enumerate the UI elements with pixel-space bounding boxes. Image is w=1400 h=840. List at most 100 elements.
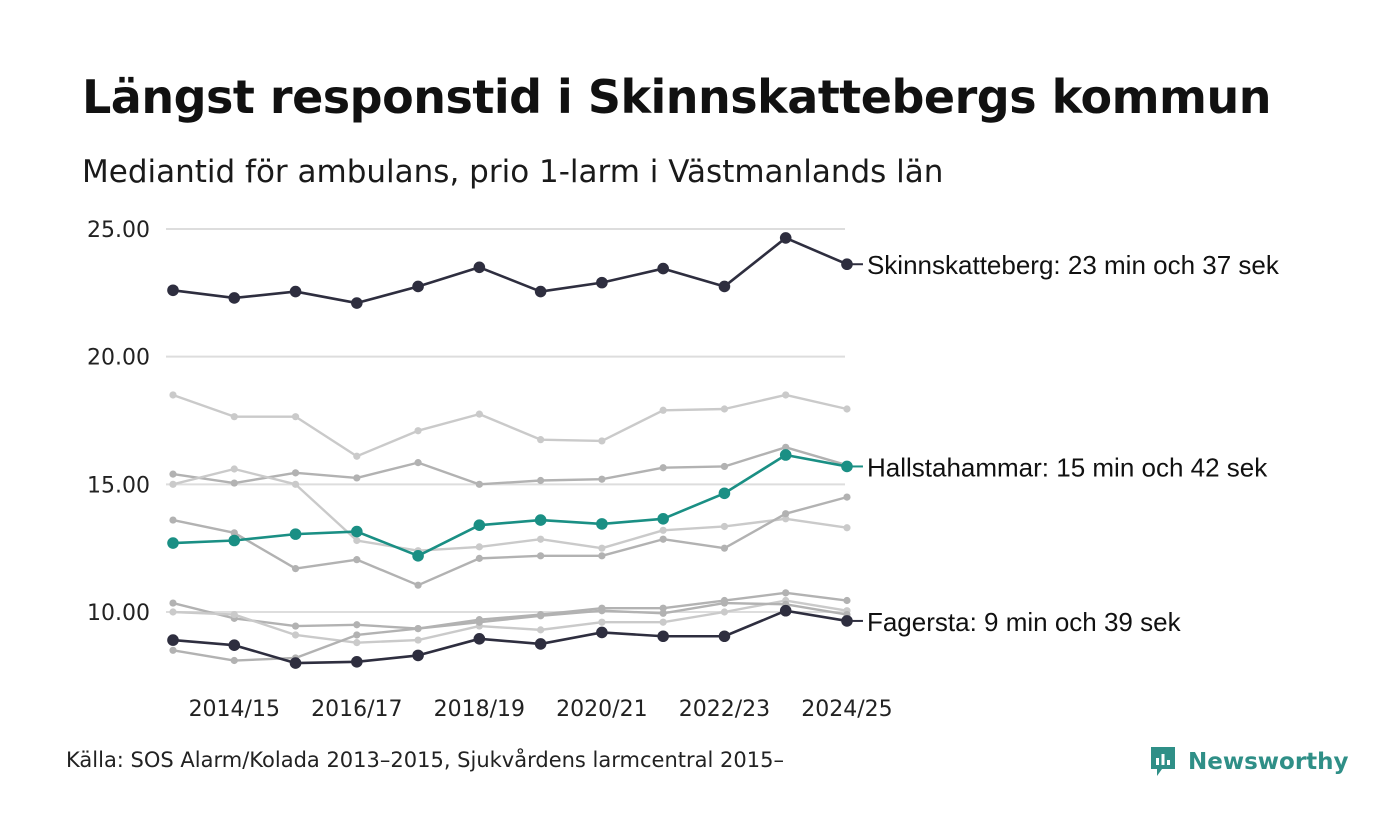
data-point-kommun-e: [782, 589, 790, 597]
series-line-hallstahammar: [172, 453, 848, 558]
data-point-hallstahammar: [228, 534, 241, 547]
series-line-kommun-e: [172, 591, 848, 630]
x-tick-label: 2016/17: [311, 697, 402, 722]
data-point-kommun-d: [659, 535, 667, 543]
data-point-hallstahammar: [412, 550, 424, 562]
data-point-fagersta: [841, 615, 853, 627]
data-point-kommun-c: [720, 522, 729, 531]
data-point-kommun-b: [353, 474, 361, 482]
data-point-skinnskatteberg: [167, 284, 179, 297]
data-point-kommun-g: [353, 631, 361, 639]
data-point-kommun-a: [843, 405, 851, 413]
series-end-label: Fagersta: 9 min och 39 sek: [867, 607, 1182, 637]
data-point-kommun-b: [475, 480, 483, 488]
data-point-kommun-d: [598, 552, 606, 560]
data-point-fagersta: [289, 657, 302, 669]
data-point-skinnskatteberg: [351, 297, 363, 309]
data-point-fagersta: [718, 630, 731, 643]
data-point-fagersta: [779, 604, 792, 617]
data-point-kommun-f: [230, 610, 238, 619]
data-point-skinnskatteberg: [779, 232, 792, 244]
data-point-hallstahammar: [167, 537, 179, 549]
y-tick-label: 25.00: [87, 218, 150, 243]
data-point-kommun-g: [720, 599, 729, 607]
brand-logo: Newsworthy: [1148, 744, 1349, 780]
data-point-skinnskatteberg: [473, 261, 486, 274]
chart-subtitle: Mediantid för ambulans, prio 1-larm i Vä…: [82, 154, 944, 190]
data-point-kommun-f: [598, 618, 606, 626]
data-point-fagersta: [473, 633, 486, 645]
data-point-fagersta: [351, 655, 363, 668]
data-point-kommun-c: [843, 524, 851, 532]
data-point-kommun-c: [782, 515, 790, 523]
newsworthy-logo-icon: [1151, 747, 1175, 776]
data-point-kommun-f: [659, 618, 667, 626]
data-point-kommun-b: [414, 459, 422, 467]
data-point-hallstahammar: [718, 487, 731, 500]
data-point-kommun-b: [537, 476, 545, 485]
data-point-kommun-c: [475, 543, 483, 551]
source-note: Källa: SOS Alarm/Kolada 2013–2015, Sjukv…: [66, 748, 784, 772]
data-point-kommun-b: [782, 443, 790, 451]
data-point-kommun-a: [291, 413, 300, 421]
data-point-skinnskatteberg: [841, 258, 853, 271]
data-point-kommun-c: [537, 535, 545, 543]
y-tick-label: 20.00: [87, 346, 150, 371]
data-point-fagersta: [596, 626, 608, 639]
data-point-kommun-d: [475, 554, 483, 562]
data-point-kommun-f: [353, 639, 361, 647]
data-point-kommun-g: [659, 609, 667, 617]
data-point-skinnskatteberg: [596, 276, 608, 289]
data-point-kommun-f: [720, 608, 729, 616]
data-point-kommun-c: [598, 544, 606, 552]
data-point-kommun-f: [291, 631, 300, 639]
data-point-kommun-a: [230, 413, 238, 421]
data-point-kommun-e: [843, 596, 851, 605]
data-point-kommun-d: [782, 510, 790, 518]
data-point-kommun-d: [414, 581, 422, 589]
series-line-kommun-g: [172, 601, 848, 662]
data-point-skinnskatteberg: [412, 280, 424, 293]
data-point-hallstahammar: [473, 519, 486, 531]
data-point-kommun-c: [291, 480, 300, 488]
data-point-kommun-b: [169, 470, 177, 478]
data-point-kommun-a: [782, 391, 790, 399]
series-end-label: Skinnskatteberg: 23 min och 37 sek: [867, 250, 1280, 280]
data-point-hallstahammar: [534, 514, 547, 526]
data-point-kommun-a: [353, 452, 361, 460]
series-line-kommun-f: [172, 599, 848, 644]
data-point-kommun-a: [720, 405, 729, 413]
series-line-kommun-a: [172, 393, 848, 458]
data-point-skinnskatteberg: [718, 280, 731, 293]
series-end-label: Hallstahammar: 15 min och 42 sek: [867, 452, 1268, 482]
data-point-fagersta: [657, 630, 669, 643]
data-point-kommun-e: [353, 621, 361, 629]
chart-title: Längst responstid i Skinnskattebergs kom…: [82, 70, 1271, 124]
brand-name: Newsworthy: [1188, 749, 1349, 775]
data-point-kommun-f: [169, 608, 177, 616]
data-point-kommun-d: [843, 493, 851, 501]
y-tick-label: 10.00: [87, 601, 150, 626]
series-line-fagersta: [172, 609, 848, 665]
series-line-skinnskatteberg: [172, 236, 848, 305]
series-line-kommun-d: [172, 495, 848, 587]
data-point-kommun-b: [720, 462, 729, 471]
data-point-kommun-a: [598, 437, 606, 445]
data-point-kommun-b: [659, 464, 667, 472]
data-point-kommun-e: [169, 599, 177, 607]
y-tick-label: 15.00: [87, 473, 150, 498]
data-point-skinnskatteberg: [289, 285, 302, 298]
data-point-fagersta: [167, 634, 179, 646]
data-point-kommun-c: [230, 465, 238, 473]
data-point-kommun-a: [537, 436, 545, 444]
data-point-skinnskatteberg: [657, 262, 669, 275]
data-point-kommun-g: [475, 618, 483, 626]
data-point-kommun-e: [291, 622, 300, 630]
data-point-kommun-d: [230, 529, 238, 537]
data-point-kommun-d: [169, 516, 177, 524]
data-point-kommun-f: [537, 626, 545, 634]
data-point-kommun-g: [169, 646, 177, 654]
series-line-kommun-c: [172, 467, 848, 552]
x-tick-label: 2018/19: [434, 697, 525, 722]
